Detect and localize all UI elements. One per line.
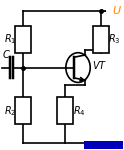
Bar <box>84 141 123 149</box>
Text: $C$: $C$ <box>2 48 11 60</box>
Text: $VT$: $VT$ <box>92 59 108 71</box>
Text: $U$: $U$ <box>112 4 122 16</box>
Text: $R_2$: $R_2$ <box>4 104 16 118</box>
Text: $R_4$: $R_4$ <box>73 104 86 118</box>
Bar <box>15 97 31 124</box>
Bar <box>93 26 109 53</box>
Text: $R_1$: $R_1$ <box>4 32 16 46</box>
Bar <box>57 97 73 124</box>
Bar <box>15 26 31 53</box>
Text: $R_3$: $R_3$ <box>108 32 121 46</box>
